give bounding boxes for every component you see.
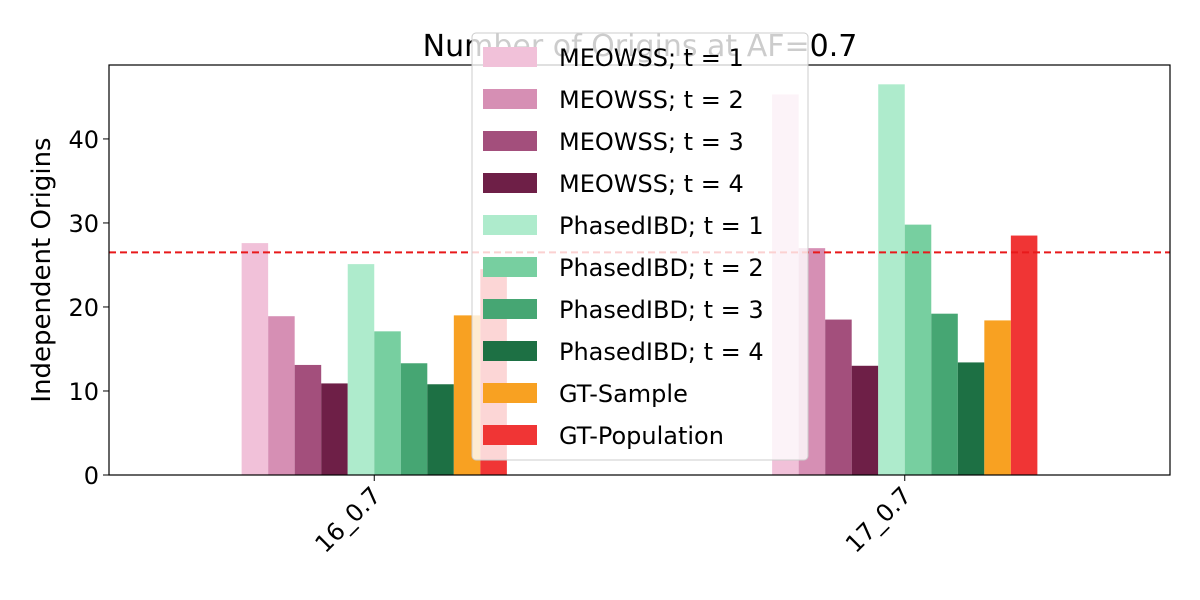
y-tick-label: 20 xyxy=(68,294,99,322)
legend: MEOWSS; t = 1 MEOWSS; t = 2 MEOWSS; t = 3 M… xyxy=(471,32,809,461)
bar xyxy=(241,243,269,475)
legend-swatch xyxy=(483,215,537,235)
bar xyxy=(374,331,401,475)
y-tick-label: 40 xyxy=(68,126,99,154)
legend-label: PhasedIBD; t = 2 xyxy=(559,254,764,282)
legend-swatch xyxy=(483,299,537,319)
y-tick-label: 10 xyxy=(68,378,99,406)
bar xyxy=(400,363,428,475)
x-tick-label: 17_0.7 xyxy=(840,481,917,558)
legend-box xyxy=(471,32,809,461)
legend-swatch xyxy=(483,383,537,403)
legend-swatch xyxy=(483,425,537,445)
bar xyxy=(851,365,879,475)
bar xyxy=(1010,235,1038,475)
legend-label: MEOWSS; t = 4 xyxy=(559,170,744,198)
y-axis-label: Independent Origins xyxy=(27,137,57,402)
bar xyxy=(268,316,295,475)
bar xyxy=(931,313,958,475)
bar xyxy=(294,364,322,475)
bar xyxy=(878,84,905,476)
y-tick-label: 30 xyxy=(68,210,99,238)
legend-label: PhasedIBD; t = 4 xyxy=(559,338,764,366)
bar xyxy=(825,319,852,475)
legend-label: MEOWSS; t = 1 xyxy=(559,44,744,72)
legend-swatch xyxy=(483,341,537,361)
legend-label: GT-Sample xyxy=(559,380,688,408)
y-tick-label: 0 xyxy=(84,462,99,490)
bar xyxy=(904,224,932,475)
legend-swatch xyxy=(483,89,537,109)
legend-label: GT-Population xyxy=(559,422,724,450)
legend-label: MEOWSS; t = 2 xyxy=(559,86,744,114)
legend-swatch xyxy=(483,131,537,151)
legend-swatch xyxy=(483,173,537,193)
legend-swatch xyxy=(483,47,537,67)
bar xyxy=(427,384,454,475)
x-tick-label: 16_0.7 xyxy=(310,481,387,558)
legend-swatch xyxy=(483,257,537,277)
bar xyxy=(957,362,985,475)
bar xyxy=(321,383,348,475)
legend-label: PhasedIBD; t = 1 xyxy=(559,212,764,240)
legend-label: MEOWSS; t = 3 xyxy=(559,128,744,156)
legend-label: PhasedIBD; t = 3 xyxy=(559,296,764,324)
bar xyxy=(347,264,375,475)
bar xyxy=(984,320,1011,475)
